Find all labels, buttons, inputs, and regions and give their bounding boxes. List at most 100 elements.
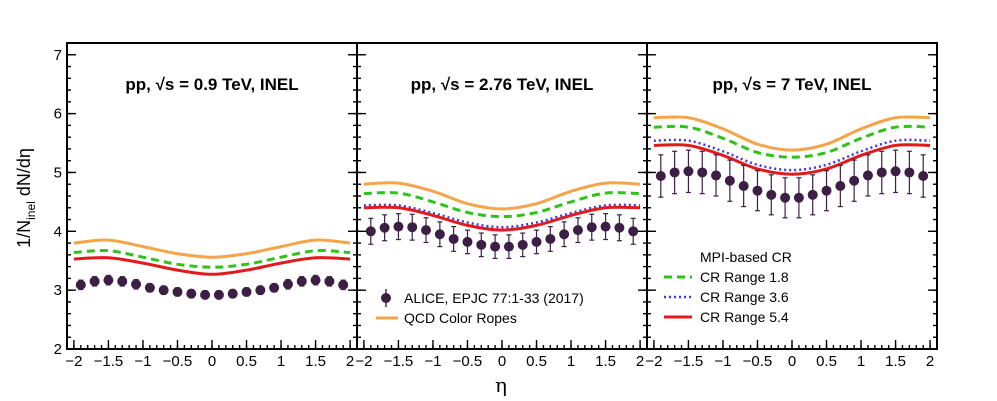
x-tick-label: −2	[645, 353, 662, 370]
data-point	[338, 279, 349, 290]
data-point	[282, 279, 293, 290]
data-point	[876, 167, 887, 178]
legend-data-label: ALICE, EPJC 77:1-33 (2017)	[404, 290, 584, 306]
y-tick-label: 6	[54, 106, 62, 123]
data-point	[793, 192, 804, 203]
y-tick-label: 7	[54, 47, 62, 64]
y-tick-label: 4	[54, 223, 62, 240]
data-point	[918, 170, 929, 181]
data-point	[131, 279, 142, 290]
data-point	[724, 175, 735, 186]
data-point	[476, 239, 487, 250]
data-point	[241, 286, 252, 297]
data-point	[269, 282, 280, 293]
data-point	[172, 286, 183, 297]
x-tick-label: −1	[714, 353, 731, 370]
data-point	[103, 275, 114, 286]
data-point	[421, 225, 432, 236]
data-point	[738, 180, 749, 191]
x-tick-label: 0	[788, 353, 796, 370]
panel-title-2.76tev: pp, √s = 2.76 TeV, INEL	[411, 75, 594, 94]
data-point	[117, 276, 128, 287]
data-point	[517, 239, 528, 250]
data-point	[158, 285, 169, 296]
x-tick-label: −2	[355, 353, 372, 370]
data-point	[144, 282, 155, 293]
x-tick-label: −2	[65, 353, 82, 370]
y-axis-title: 1/Ninel dN/dη	[14, 148, 38, 248]
data-point	[559, 229, 570, 240]
x-tick-label: 2	[926, 353, 934, 370]
data-point	[490, 241, 501, 252]
data-point	[75, 279, 86, 290]
axes-layer: −2 −1.5 −1 −0.5 0 0.5 1 1.5 2 −2 −1.5 −1 −0.5 0 0.5 1 1.…	[54, 42, 938, 370]
x-tick-label: 1.5	[305, 353, 326, 370]
panels-layer	[73, 115, 931, 300]
x-tick-label: 0.5	[236, 353, 257, 370]
data-point	[807, 189, 818, 200]
curve-ropes	[363, 181, 641, 211]
data-point	[531, 236, 542, 247]
x-tick-label: −0.5	[163, 353, 193, 370]
data-point	[849, 175, 860, 186]
data-point	[379, 222, 390, 233]
x-tick-label: 1	[567, 353, 575, 370]
curve-ropes	[653, 115, 931, 152]
x-tick-label: 0.5	[816, 353, 837, 370]
y-tick-label: 2	[54, 341, 62, 358]
curve-cr18	[363, 191, 641, 219]
data-point	[780, 192, 791, 203]
data-point	[752, 185, 763, 196]
data-point	[296, 276, 307, 287]
data-point	[835, 180, 846, 191]
curve-ropes	[73, 238, 351, 259]
data-point	[862, 170, 873, 181]
data-point	[89, 276, 100, 287]
data-point	[586, 222, 597, 233]
curve-cr36	[363, 203, 641, 229]
panel-title-7tev: pp, √s = 7 TeV, INEL	[712, 75, 871, 94]
legend-cr18-label: CR Range 1.8	[700, 269, 789, 285]
data-point	[324, 276, 335, 287]
data-point	[669, 167, 680, 178]
data-point	[255, 285, 266, 296]
x-tick-label: 0.5	[526, 353, 547, 370]
data-point	[200, 289, 211, 300]
legend-data-marker	[381, 289, 391, 307]
x-tick-label: 1	[857, 353, 865, 370]
data-point	[628, 226, 639, 237]
data-point	[407, 222, 418, 233]
data-point	[655, 170, 666, 181]
data-point	[186, 288, 197, 299]
data-point	[904, 167, 915, 178]
x-axis-title: η	[495, 373, 507, 397]
curve-cr18	[653, 124, 931, 159]
legend-cr-header: MPI-based CR	[700, 249, 792, 265]
x-tick-label: −0.5	[453, 353, 483, 370]
data-point	[545, 233, 556, 244]
x-tick-label: 0	[208, 353, 216, 370]
x-tick-label: −1	[424, 353, 441, 370]
legend-data-ropes: ALICE, EPJC 77:1-33 (2017) QCD Color Rop…	[376, 289, 584, 326]
curve-cr54	[73, 256, 351, 276]
data-point	[503, 241, 514, 252]
data-point	[434, 229, 445, 240]
x-tick-label: 1.5	[885, 353, 906, 370]
panel-1	[73, 238, 351, 300]
data-point	[572, 225, 583, 236]
x-tick-label: 2	[346, 353, 354, 370]
data-point	[310, 275, 321, 286]
legend-cr36-label: CR Range 3.6	[700, 289, 789, 305]
data-point	[448, 233, 459, 244]
curve-cr54	[653, 143, 931, 176]
x-tick-label: −1	[134, 353, 151, 370]
data-point	[462, 236, 473, 247]
data-point	[393, 221, 404, 232]
data-point	[821, 185, 832, 196]
x-tick-label: 0	[498, 353, 506, 370]
x-tick-label: −1.5	[94, 353, 124, 370]
y-tick-label: 5	[54, 164, 62, 181]
x-tick-label: −0.5	[743, 353, 773, 370]
data-point	[600, 221, 611, 232]
